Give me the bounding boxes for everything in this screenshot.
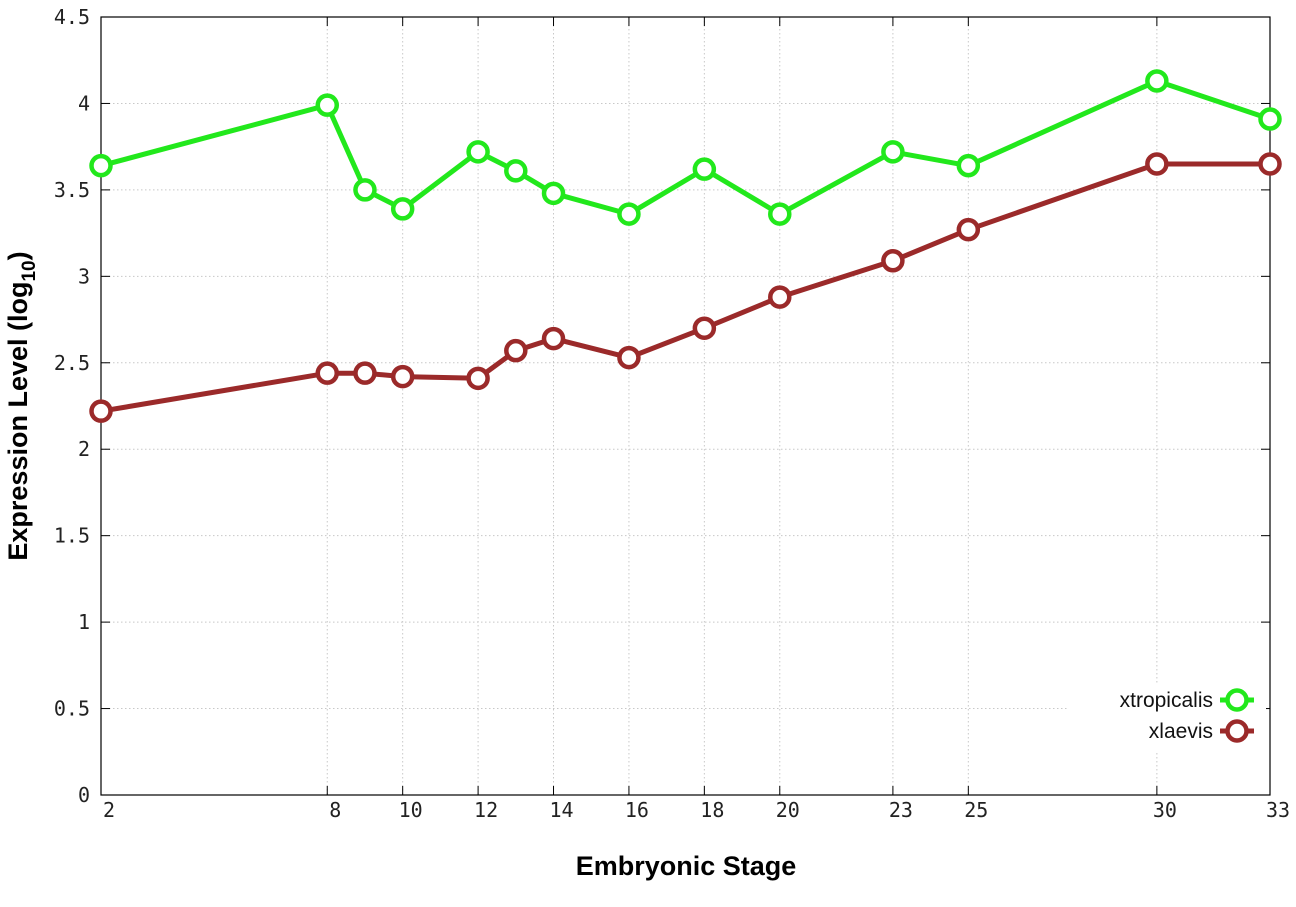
x-tick-label: 30 — [1153, 798, 1177, 822]
x-tick-label: 16 — [625, 798, 649, 822]
y-tick-label: 3 — [78, 264, 90, 288]
x-tick-label: 33 — [1266, 798, 1290, 822]
data-point-xlaevis — [89, 399, 113, 423]
y-tick-label: 1 — [78, 610, 90, 634]
y-tick-label: 4 — [78, 91, 90, 115]
y-axis-title: Expression Level (log10) — [3, 251, 40, 560]
data-point-xlaevis — [315, 361, 340, 385]
data-point-xlaevis — [768, 285, 792, 309]
grid-lines — [101, 17, 1270, 795]
data-point-xtropicalis — [89, 153, 113, 178]
plot-frame — [100, 16, 1271, 796]
x-tick-label: 12 — [474, 798, 498, 822]
legend-label-xlaevis: xlaevis — [1149, 720, 1213, 743]
data-point-xlaevis — [692, 316, 717, 340]
legend-marker-xlaevis — [1225, 719, 1249, 743]
x-axis: 2 8 10 12 14 16 18 20 23 25 30 33 — [100, 17, 1290, 822]
data-point-xlaevis — [1145, 152, 1169, 176]
data-point-xtropicalis — [466, 140, 490, 164]
series-xtropicalis — [89, 69, 1282, 226]
data-point-xtropicalis — [692, 157, 717, 181]
data-point-xtropicalis — [956, 153, 981, 178]
data-point-xlaevis — [541, 326, 566, 351]
data-point-xlaevis — [617, 345, 641, 370]
y-tick-label: 3.5 — [54, 178, 90, 202]
x-axis-title: Embryonic Stage — [576, 851, 797, 881]
y-tick-label: 4.5 — [54, 5, 90, 29]
series-xlaevis — [89, 152, 1282, 423]
data-point-xtropicalis — [1258, 107, 1282, 131]
data-point-xtropicalis — [504, 159, 528, 183]
data-point-xlaevis — [956, 217, 981, 242]
y-tick-label: 0 — [78, 783, 90, 807]
y-tick-label: 2.5 — [54, 351, 90, 375]
data-point-xlaevis — [881, 249, 905, 273]
x-tick-label: 20 — [776, 798, 800, 822]
data-point-xtropicalis — [768, 202, 792, 226]
data-point-xtropicalis — [353, 178, 377, 202]
y-axis-title-subscript: 10 — [19, 260, 40, 281]
x-tick-label: 25 — [964, 798, 988, 822]
y-tick-label: 2 — [78, 437, 90, 461]
y-axis-title-suffix: ) — [3, 251, 33, 260]
x-tick-label: 23 — [889, 798, 913, 822]
x-tick-label: 10 — [399, 798, 423, 822]
data-point-xlaevis — [1258, 152, 1282, 176]
data-point-xtropicalis — [617, 202, 641, 226]
x-tick-label: 8 — [329, 798, 341, 822]
data-point-xlaevis — [504, 338, 528, 363]
data-point-xtropicalis — [881, 140, 905, 164]
series-line-xtropicalis — [100, 78, 1271, 217]
x-tick-label: 18 — [700, 798, 724, 822]
y-axis: 0 0.5 1 1.5 2 2.5 3 3.5 4 4.5 — [54, 5, 1270, 807]
data-point-xlaevis — [466, 366, 490, 391]
y-tick-label: 0.5 — [54, 697, 90, 721]
data-point-xlaevis — [390, 364, 415, 389]
legend: xtropicalis xlaevis — [1068, 684, 1266, 752]
legend-marker-xtropicalis — [1225, 688, 1249, 712]
y-tick-label: 1.5 — [54, 524, 90, 548]
legend-label-xtropicalis: xtropicalis — [1120, 689, 1213, 712]
data-point-xlaevis — [353, 361, 377, 385]
x-tick-label: 14 — [549, 798, 573, 822]
x-tick-label: 2 — [103, 798, 115, 822]
y-axis-title-main: Expression Level (log — [3, 282, 33, 561]
series-layer — [89, 69, 1282, 423]
series-line-xlaevis — [100, 161, 1270, 414]
data-point-xtropicalis — [541, 181, 566, 206]
data-point-xtropicalis — [315, 93, 340, 117]
data-point-xtropicalis — [390, 197, 415, 221]
data-point-xtropicalis — [1145, 69, 1169, 93]
